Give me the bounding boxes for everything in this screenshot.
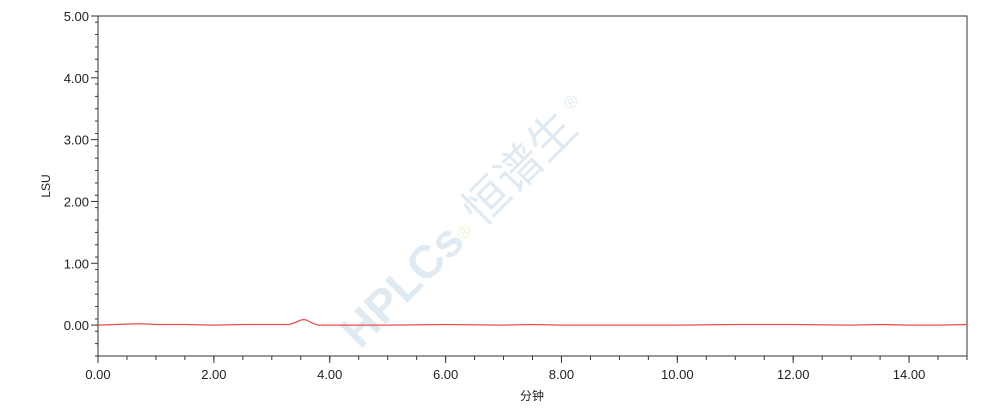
x-tick-label: 10.00: [661, 367, 694, 382]
y-tick-label: 1.00: [64, 256, 89, 271]
x-tick-label: 6.00: [433, 367, 458, 382]
x-axis-label: 分钟: [520, 388, 544, 403]
svg-text:®: ®: [559, 90, 583, 114]
y-tick-label: 0.00: [64, 318, 89, 333]
x-tick-label: 4.00: [317, 367, 342, 382]
y-tick-label: 3.00: [64, 133, 89, 148]
x-tick-label: 12.00: [777, 367, 810, 382]
y-tick-label: 5.00: [64, 9, 89, 24]
svg-text:HPLCs: HPLCs: [330, 214, 473, 357]
x-tick-label: 0.00: [85, 367, 110, 382]
y-tick-label: 4.00: [64, 71, 89, 86]
watermark: HPLCs ® 恒谱生 ®: [330, 90, 587, 357]
x-tick-label: 2.00: [201, 367, 226, 382]
series-line: [97, 318, 968, 326]
y-axis-label: LSU: [39, 174, 53, 197]
x-tick-label: 8.00: [549, 367, 574, 382]
x-tick-label: 14.00: [893, 367, 926, 382]
y-tick-label: 2.00: [64, 194, 89, 209]
svg-text:恒谱生: 恒谱生: [451, 100, 587, 236]
